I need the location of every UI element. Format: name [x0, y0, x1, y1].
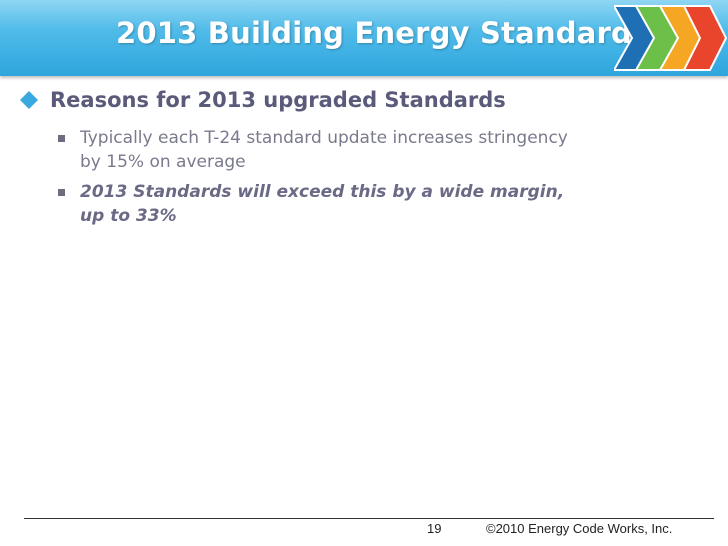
title-bar: 2013 Building Energy Standards	[0, 0, 728, 76]
square-bullet-icon	[58, 189, 65, 196]
square-bullet-icon	[58, 135, 65, 142]
bullet-list: Typically each T-24 standard update incr…	[54, 126, 674, 234]
page-number: 19	[427, 521, 442, 536]
bullet-line: up to 33%	[80, 206, 177, 226]
bullet-line: Typically each T-24 standard update incr…	[80, 128, 568, 148]
footer-divider	[24, 518, 714, 519]
bullet-line: 2013 Standards will exceed this by a wid…	[80, 182, 565, 202]
bullet-line: by 15% on average	[80, 152, 246, 172]
section-heading: Reasons for 2013 upgraded Standards	[20, 88, 506, 112]
bullet-item: Typically each T-24 standard update incr…	[54, 126, 674, 174]
diamond-bullet-icon	[20, 91, 38, 109]
bullet-item-emphasized: 2013 Standards will exceed this by a wid…	[54, 180, 674, 228]
heading-text: Reasons for 2013 upgraded Standards	[50, 88, 506, 112]
copyright-text: ©2010 Energy Code Works, Inc.	[486, 521, 673, 536]
slide-title: 2013 Building Energy Standards	[116, 16, 650, 50]
red-arrow-icon	[682, 5, 728, 71]
decorative-arrows-icon	[614, 5, 728, 71]
